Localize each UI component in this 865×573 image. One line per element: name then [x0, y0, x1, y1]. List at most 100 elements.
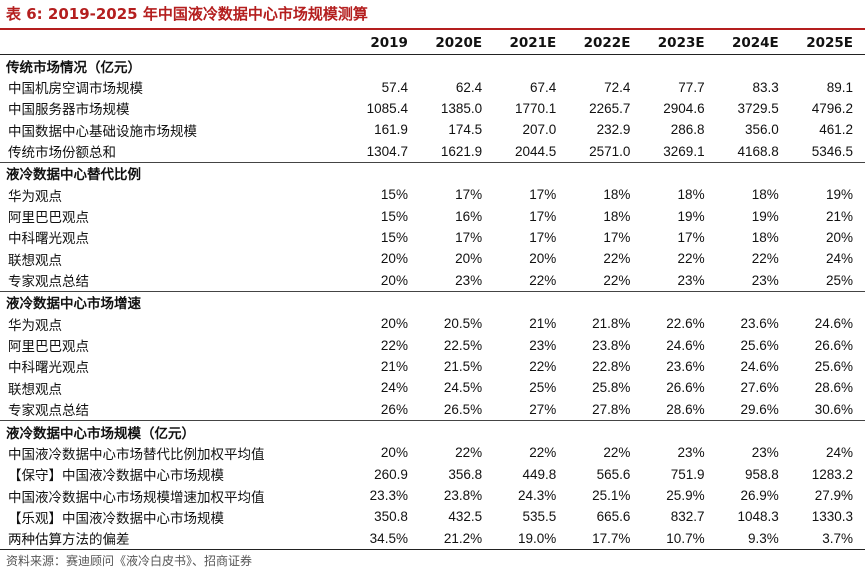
table-body: 传统市场情况（亿元） 中国机房空调市场规模 57.4 62.4 67.4 72.4 77.7…: [0, 55, 865, 550]
table-cell: 22%: [751, 251, 779, 267]
table-cell: 22%: [529, 358, 557, 374]
row-label: 中科曙光观点: [8, 360, 89, 377]
table-row: 联想观点 24% 24.5% 25% 25.8% 26.6% 27.6% 28.6%: [0, 377, 865, 398]
table-cell: 83.3: [752, 79, 779, 95]
row-label: 专家观点总结: [8, 274, 89, 291]
table-cell: 1283.2: [811, 466, 853, 482]
table-row: 中国液冷数据中心市场替代比例加权平均值 20% 22% 22% 22% 23% 23% 24%: [0, 442, 865, 463]
table-cell: 19%: [825, 187, 853, 203]
table-cell: 15%: [380, 187, 408, 203]
column-header: 2020E: [419, 31, 495, 55]
table-cell: 2571.0: [589, 143, 631, 159]
column-header-row: 2019 2020E 2021E 2022E 2023E 2024E 2025E: [0, 31, 865, 55]
table-cell: 356.8: [448, 466, 483, 482]
table-cell: 207.0: [522, 122, 557, 138]
table-cell: 24%: [825, 251, 853, 267]
table-cell: 17%: [455, 229, 483, 245]
table-cell: 27.6%: [740, 380, 779, 396]
table-cell: 15%: [380, 208, 408, 224]
table-cell: 19%: [751, 208, 779, 224]
table-cell: 350.8: [374, 509, 408, 525]
table-cell: 21.5%: [443, 358, 483, 374]
column-header-empty: [0, 31, 346, 55]
table-cell: 20%: [529, 251, 557, 267]
table-cell: 22%: [380, 337, 408, 353]
table-cell: 17%: [529, 187, 557, 203]
table-cell: 20%: [380, 445, 408, 461]
table-cell: 17%: [529, 229, 557, 245]
table-cell: 17.7%: [568, 527, 643, 550]
table-cell: 23%: [529, 337, 557, 353]
row-label: 专家观点总结: [8, 403, 89, 420]
table-row: 专家观点总结 26% 26.5% 27% 27.8% 28.6% 29.6% 30.6%: [0, 399, 865, 421]
section-heading-row: 传统市场情况（亿元）: [0, 55, 865, 77]
column-header: 2021E: [494, 31, 569, 55]
table-row: 【保守】中国液冷数据中心市场规模 260.9 356.8 449.8 565.6 751.…: [0, 464, 865, 485]
table-cell: 2265.7: [589, 100, 631, 116]
section-heading: 液冷数据中心市场规模（亿元）: [0, 419, 865, 443]
column-header: 2023E: [642, 31, 717, 55]
table-cell: 25.6%: [814, 358, 853, 374]
table-cell: 27.9%: [814, 488, 853, 504]
table-cell: 24.6%: [814, 316, 853, 332]
table-row: 【乐观】中国液冷数据中心市场规模 350.8 432.5 535.5 665.6 832.…: [0, 506, 865, 527]
table-cell: 461.2: [819, 122, 853, 138]
market-size-table: 2019 2020E 2021E 2022E 2023E 2024E 2025E…: [0, 31, 865, 550]
table-cell: 30.6%: [814, 401, 853, 417]
row-label: 华为观点: [8, 188, 62, 205]
table-row: 联想观点 20% 20% 20% 22% 22% 22% 24%: [0, 248, 865, 269]
table-row: 中科曙光观点 21% 21.5% 22% 22.8% 23.6% 24.6% 25.6%: [0, 356, 865, 377]
table-cell: 26.9%: [740, 488, 779, 504]
table-cell: 4796.2: [811, 100, 853, 116]
table-cell: 19.0%: [494, 527, 569, 550]
table-cell: 89.1: [826, 79, 853, 95]
table-cell: 22%: [603, 251, 631, 267]
table-cell: 1621.9: [440, 143, 483, 159]
table-row: 传统市场份额总和 1304.7 1621.9 2044.5 2571.0 3269.1 41…: [0, 140, 865, 162]
table-cell: 22.5%: [443, 337, 483, 353]
table-cell: 26.5%: [443, 401, 483, 417]
table-cell: 25.1%: [592, 488, 631, 504]
table-cell: 26%: [380, 401, 408, 417]
table-row: 中科曙光观点 15% 17% 17% 17% 17% 18% 20%: [0, 227, 865, 248]
table-cell: 3269.1: [663, 143, 705, 159]
source-note: 资料来源：赛迪顾问《液冷白皮书》、招商证券: [6, 554, 253, 568]
table-cell: 23%: [677, 272, 705, 288]
section-heading-row: 液冷数据中心市场规模（亿元）: [0, 419, 865, 443]
table-cell: 23%: [751, 445, 779, 461]
table-cell: 15%: [380, 229, 408, 245]
table-cell: 1048.3: [737, 509, 779, 525]
table-cell: 751.9: [670, 466, 705, 482]
table-cell: 5346.5: [811, 143, 853, 159]
table-row: 两种估算方法的偏差 34.5% 21.2% 19.0% 17.7% 10.7% 9.3% 3.…: [0, 527, 865, 550]
column-header: 2019: [345, 31, 420, 55]
section-heading: 液冷数据中心市场增速: [0, 290, 865, 314]
row-label: 【保守】中国液冷数据中心市场规模: [8, 468, 224, 485]
table-cell: 22%: [529, 445, 557, 461]
table-cell: 23.8%: [592, 337, 631, 353]
table-row: 华为观点 20% 20.5% 21% 21.8% 22.6% 23.6% 24.6%: [0, 313, 865, 334]
row-label: 传统市场份额总和: [8, 145, 116, 162]
table-cell: 20%: [380, 251, 408, 267]
table-cell: 25.6%: [740, 337, 779, 353]
table-cell: 24%: [380, 380, 408, 396]
column-header: 2025E: [790, 31, 865, 55]
table-cell: 29.6%: [740, 401, 779, 417]
table-cell: 20%: [455, 251, 483, 267]
section-heading: 传统市场情况（亿元）: [6, 59, 141, 76]
table-cell: 1085.4: [366, 100, 408, 116]
table-cell: 25.9%: [666, 488, 705, 504]
table-cell: 4168.8: [737, 143, 779, 159]
table-cell: 17%: [529, 208, 557, 224]
table-cell: 260.9: [374, 466, 408, 482]
table-cell: 21%: [825, 208, 853, 224]
table-cell: 26.6%: [814, 337, 853, 353]
table-row: 中国机房空调市场规模 57.4 62.4 67.4 72.4 77.7 83.3 89.1: [0, 76, 865, 98]
table-cell: 356.0: [744, 122, 779, 138]
table-cell: 24.5%: [443, 380, 483, 396]
row-label: 两种估算方法的偏差: [0, 527, 346, 550]
row-label: 联想观点: [8, 252, 62, 269]
table-cell: 57.4: [381, 79, 408, 95]
row-label: 阿里巴巴观点: [8, 339, 89, 356]
table-row: 阿里巴巴观点 15% 16% 17% 18% 19% 19% 21%: [0, 205, 865, 227]
